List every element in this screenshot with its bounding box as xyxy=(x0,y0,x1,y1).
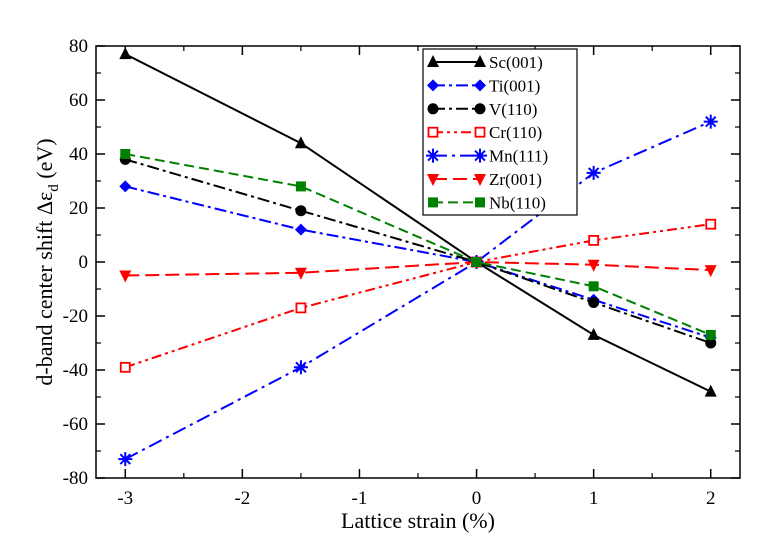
legend-label: Ti(001) xyxy=(489,76,540,95)
x-tick-label: -2 xyxy=(234,488,250,509)
data-point xyxy=(119,47,132,60)
legend-marker xyxy=(474,103,486,115)
data-point xyxy=(705,329,716,340)
legend-label: Sc(001) xyxy=(489,53,543,72)
series-sc001 xyxy=(119,47,717,397)
legend-marker xyxy=(427,174,439,186)
data-point xyxy=(120,149,131,159)
data-point xyxy=(704,384,717,397)
legend-marker xyxy=(427,126,439,138)
legend-label: Zr(001) xyxy=(489,170,542,189)
data-point xyxy=(294,223,307,236)
data-point xyxy=(471,257,482,267)
data-point xyxy=(704,265,717,278)
legend-label: Cr(110) xyxy=(489,123,542,142)
data-point xyxy=(295,205,307,217)
series-cr110 xyxy=(119,218,717,373)
legend-label: Nb(110) xyxy=(489,193,546,212)
data-point xyxy=(587,327,600,340)
legend-marker xyxy=(474,79,486,92)
data-point xyxy=(119,180,132,193)
y-tick-label: 40 xyxy=(69,144,88,165)
y-axis-label: d-band center shift Δεd (eV) xyxy=(32,138,62,385)
data-point xyxy=(294,267,307,280)
series-mn111 xyxy=(118,114,718,467)
plot-frame xyxy=(95,45,741,479)
legend-marker xyxy=(427,55,439,67)
axes-layer: -3 -2 -1 0 1 2 -80 -60 -40 -20 0 20 40 60 80 xyxy=(63,36,740,509)
y-tick-label: 60 xyxy=(69,90,88,111)
legend-marker xyxy=(474,174,486,186)
series-nb110 xyxy=(120,149,716,340)
series-layer xyxy=(118,47,718,467)
y-tick-label: -40 xyxy=(63,360,88,381)
x-tick-label: 1 xyxy=(589,488,599,509)
legend-item: Nb(110) xyxy=(428,193,546,212)
x-tick-label: 2 xyxy=(706,488,716,509)
y-tick-label: -80 xyxy=(63,468,88,489)
legend-item: Ti(001) xyxy=(427,76,540,95)
legend-item: Cr(110) xyxy=(427,123,542,142)
x-tick-label: 0 xyxy=(472,488,482,509)
data-point xyxy=(705,337,717,349)
y-tick-label: -60 xyxy=(63,414,88,435)
data-point xyxy=(587,259,600,272)
data-point xyxy=(586,165,601,180)
y-axis-label-subscript: d xyxy=(46,184,62,192)
data-point xyxy=(588,234,600,246)
legend-marker xyxy=(428,197,438,208)
series-zr001 xyxy=(119,257,717,283)
series-line xyxy=(125,260,711,277)
y-tick-label: 0 xyxy=(79,252,89,273)
data-point xyxy=(705,218,717,230)
x-axis-label: Lattice strain (%) xyxy=(341,508,495,533)
series-line xyxy=(124,53,712,393)
data-point xyxy=(294,136,307,149)
legend-marker xyxy=(426,148,440,163)
data-point xyxy=(119,361,131,373)
y-tick-label: -20 xyxy=(63,306,88,327)
legend-item: V(110) xyxy=(427,100,537,119)
legend: Sc(001) Ti(001) V(110) Cr(110) Mn(111) Zr(001… xyxy=(422,48,578,216)
legend-marker xyxy=(475,197,485,208)
y-axis-label-main: d-band center shift Δε xyxy=(32,192,57,386)
legend-item: Zr(001) xyxy=(427,170,542,189)
series-ti001 xyxy=(119,180,717,344)
legend-label: Mn(111) xyxy=(489,147,548,166)
x-tick-label: -3 xyxy=(117,488,133,509)
data-point xyxy=(703,114,718,129)
legend-marker xyxy=(473,148,487,163)
legend-marker xyxy=(474,126,486,138)
data-point xyxy=(588,297,600,308)
series-line xyxy=(125,185,712,339)
series-line xyxy=(124,158,712,344)
legend-item: Mn(111) xyxy=(426,147,548,166)
data-point xyxy=(293,360,308,375)
data-point xyxy=(118,452,133,467)
legend-marker xyxy=(474,55,486,67)
legend-label: V(110) xyxy=(489,100,537,119)
y-axis-label-unit: (eV) xyxy=(32,138,57,184)
data-point xyxy=(588,281,599,292)
y-tick-label: 20 xyxy=(69,198,88,219)
x-tick-label: -1 xyxy=(352,488,368,509)
data-point xyxy=(295,181,306,192)
series-line xyxy=(124,120,712,460)
legend-marker xyxy=(427,103,439,115)
data-point xyxy=(295,302,307,314)
data-point xyxy=(119,270,132,283)
y-tick-label: 80 xyxy=(69,36,88,57)
legend-marker xyxy=(427,79,439,92)
legend-item: Sc(001) xyxy=(427,53,543,72)
